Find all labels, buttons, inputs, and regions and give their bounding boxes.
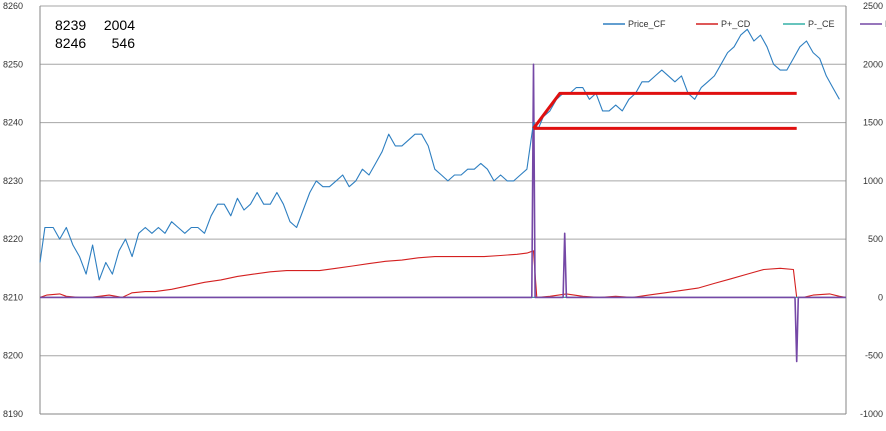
left-tick-label: 8260 [3, 1, 23, 11]
series-line-price-cf [39, 28, 840, 281]
left-tick-label: 8210 [3, 292, 23, 302]
annotation-lines [532, 91, 797, 130]
right-axis: -1000 -500 0 500 1000 1500 2000 2500 [845, 1, 883, 419]
legend-label: P+_CD [721, 19, 751, 29]
series-line-bu [40, 63, 846, 363]
right-tick-label: 0 [878, 292, 883, 302]
corner-readout-row2-left: 8246 [55, 35, 86, 51]
right-tick-label: 2500 [863, 1, 883, 11]
left-tick-label: 8240 [3, 118, 23, 128]
left-tick-label: 8200 [3, 351, 23, 361]
legend-label: Price_CF [628, 19, 666, 29]
left-tick-label: 8220 [3, 234, 23, 244]
corner-readout-row2-right: 546 [112, 35, 136, 51]
left-tick-label: 8250 [3, 59, 23, 69]
corner-readout-row1-left: 8239 [55, 17, 86, 33]
right-tick-label: 1000 [863, 176, 883, 186]
right-tick-label: 500 [868, 234, 883, 244]
right-tick-label: 1500 [863, 118, 883, 128]
right-tick-label: 2000 [863, 59, 883, 69]
corner-readout-row1-right: 2004 [104, 17, 135, 33]
series-line-p-cd [39, 250, 847, 298]
legend-label: P-_CE [808, 19, 835, 29]
left-axis: 8190 8200 8210 8220 8230 8240 8250 8260 [3, 1, 846, 419]
left-tick-label: 8190 [3, 409, 23, 419]
right-tick-label: -1000 [860, 409, 883, 419]
right-tick-label: -500 [865, 351, 883, 361]
series-lines [39, 28, 847, 363]
left-tick-label: 8230 [3, 176, 23, 186]
upper-red-line [532, 91, 797, 130]
